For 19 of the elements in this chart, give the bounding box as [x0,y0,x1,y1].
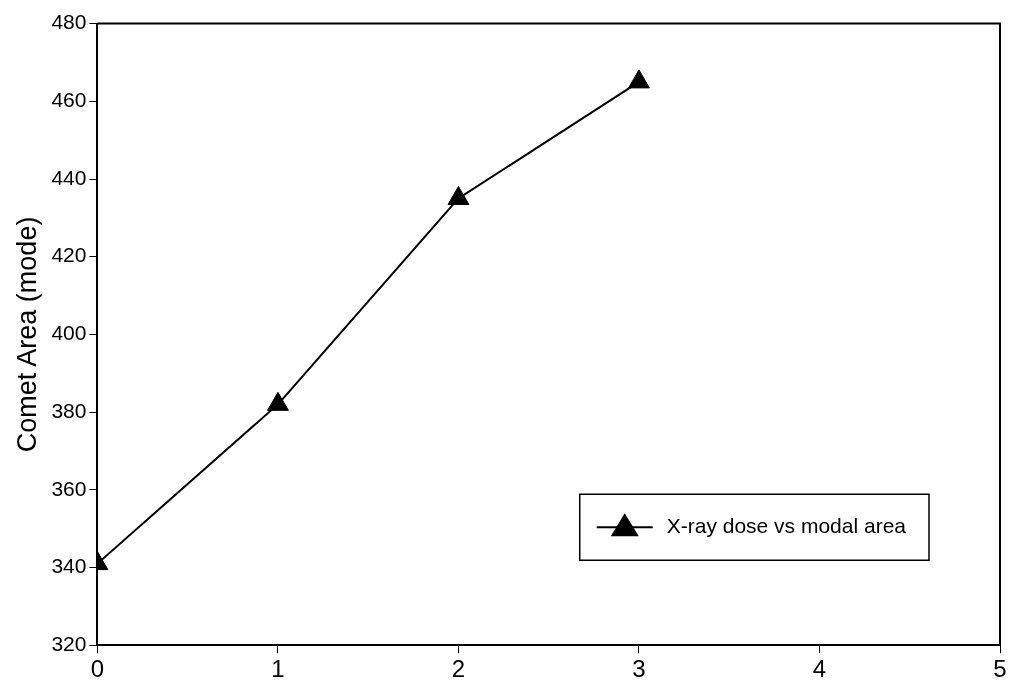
x-tick-label: 4 [812,655,827,683]
x-tick-label: 5 [993,655,1007,683]
y-tick-label: 460 [51,88,87,112]
x-tick-label: 3 [632,655,646,683]
y-tick-label: 400 [51,321,87,345]
y-tick-label: 320 [51,632,87,655]
y-tick-label: 420 [51,243,87,267]
x-tick-label: 2 [451,655,466,683]
y-tick-label: 480 [51,10,87,34]
x-tick-label: 0 [90,655,105,683]
y-tick-label: 440 [51,165,87,189]
y-tick-label: 340 [51,554,87,578]
x-tick-label: 1 [271,655,285,683]
legend-label: X-ray dose vs modal area [666,514,907,537]
y-tick-label: 380 [51,398,87,422]
y-tick-label: 360 [51,476,87,500]
point [447,185,470,205]
point [628,69,650,89]
y-axis-title: Comet Area (mode) [11,216,42,453]
